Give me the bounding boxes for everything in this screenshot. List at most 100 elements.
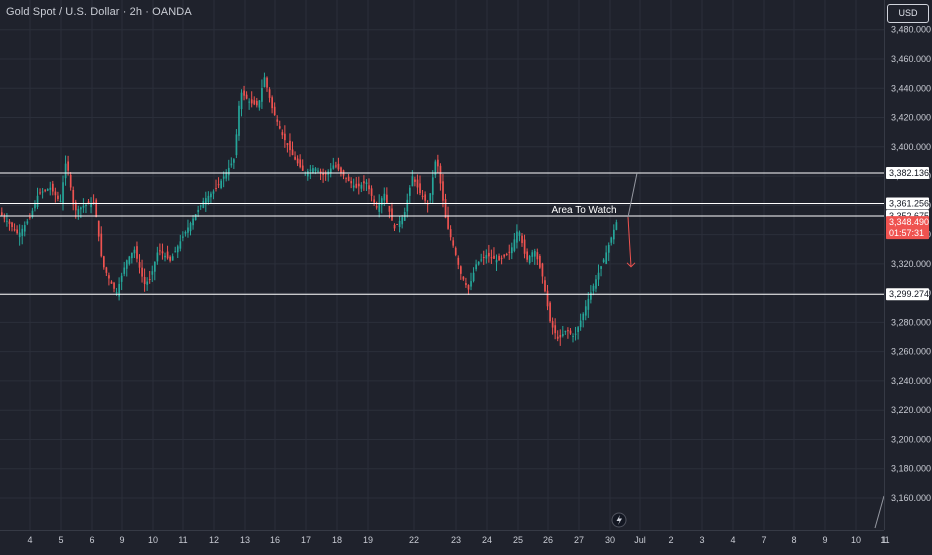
chart-title: Gold Spot / U.S. Dollar · 2h · OANDA (6, 6, 192, 18)
x-tick-label: 25 (513, 535, 523, 545)
currency-button[interactable]: USD (887, 4, 929, 23)
candle-body (166, 251, 169, 259)
candle-body (449, 229, 452, 238)
candle-body (460, 266, 462, 274)
candle-body (110, 281, 113, 284)
y-tick-label: 3,280.000 (891, 317, 931, 327)
candle-body (118, 283, 120, 297)
candle-body (562, 334, 564, 336)
x-tick-label: 12 (209, 535, 219, 545)
candle-body (447, 215, 449, 229)
lightning-bolt-glyph (616, 515, 622, 525)
x-tick-label: 6 (89, 535, 94, 545)
x-tick-label: 23 (451, 535, 461, 545)
candle-body (194, 214, 197, 221)
candle-body (391, 208, 393, 221)
candle-body (148, 279, 151, 281)
candle-body (125, 260, 128, 269)
candle-body (439, 165, 442, 184)
candle-body (485, 255, 488, 259)
candle-body (380, 198, 383, 206)
candle-body (301, 165, 304, 171)
x-tick-label: 2 (668, 535, 673, 545)
candle-body (16, 229, 18, 234)
candle-body (314, 168, 317, 172)
candle-body (350, 181, 353, 184)
time-scale[interactable] (0, 530, 884, 551)
candle-body (437, 159, 439, 167)
candle-body (556, 336, 559, 339)
candle-body (97, 220, 100, 237)
candle-body (296, 158, 299, 164)
bar-countdown-label: 01:57:31 (889, 228, 924, 238)
candle-body (317, 170, 319, 172)
candle-body (309, 169, 312, 171)
candle-body (95, 199, 98, 218)
candle-body (607, 244, 610, 253)
y-tick-label: 3,240.000 (891, 376, 931, 386)
candle-body (92, 201, 95, 203)
candle-body (248, 101, 251, 103)
candle-body (67, 161, 69, 171)
candle-body (268, 89, 271, 98)
candle-body (289, 140, 291, 151)
candle-body (115, 292, 118, 294)
candle-body (159, 250, 161, 252)
candle-body (189, 223, 192, 232)
candle-body (347, 176, 350, 182)
candle-body (29, 217, 31, 219)
candle-body (457, 257, 460, 265)
candle-body (577, 327, 579, 333)
candle-body (217, 184, 220, 186)
candle-body (69, 174, 72, 188)
candle-body (528, 255, 531, 264)
candle-body (363, 181, 365, 184)
candle-body (87, 201, 90, 205)
candle-body (34, 203, 36, 209)
candle-body (584, 306, 587, 316)
projection-up-line (627, 173, 638, 218)
candle-body (368, 185, 370, 190)
candle-body (108, 275, 110, 279)
candle-body (59, 200, 62, 202)
candle-body (396, 224, 398, 226)
candle-body (26, 221, 29, 224)
projection-down-line (627, 217, 632, 267)
y-tick-label: 3,320.000 (891, 259, 931, 269)
y-tick-label: 3,260.000 (891, 347, 931, 357)
trend-line-segment (874, 495, 885, 529)
zone-label: Area To Watch (551, 205, 616, 216)
candle-body (82, 205, 85, 208)
candle-body (355, 183, 358, 188)
candle-body (352, 185, 355, 188)
x-tick-label: 10 (148, 535, 158, 545)
candle-body (431, 177, 434, 195)
candle-body (154, 261, 156, 272)
candle-body (146, 281, 149, 285)
candle-body (378, 202, 381, 212)
candle-body (151, 271, 154, 275)
candle-body (482, 256, 485, 258)
x-tick-label: 26 (543, 535, 553, 545)
candle-body (411, 176, 414, 187)
candle-body (240, 92, 243, 110)
price-scale[interactable] (884, 0, 932, 530)
candle-body (284, 133, 286, 141)
candle-body (220, 180, 222, 189)
candle-body (164, 255, 166, 258)
candle-body (490, 257, 493, 259)
candle-body (388, 205, 391, 212)
candle-body (533, 250, 536, 257)
candle-body (595, 279, 597, 289)
candle-body (541, 263, 544, 277)
candle-body (74, 202, 77, 211)
candle-body (498, 255, 500, 261)
candle-body (564, 330, 567, 332)
candle-body (398, 220, 401, 228)
y-tick-label: 3,480.000 (891, 25, 931, 35)
candle-body (324, 173, 327, 175)
candle-body (572, 335, 574, 337)
candle-body (138, 262, 141, 268)
